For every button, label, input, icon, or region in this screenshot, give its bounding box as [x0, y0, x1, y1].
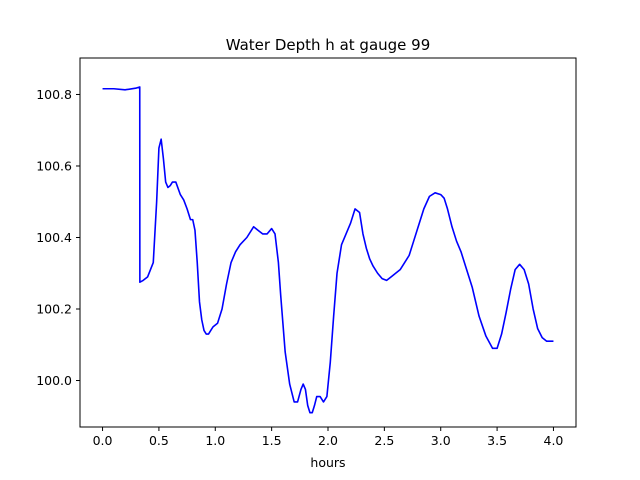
- y-tick-label: 100.4: [36, 230, 72, 245]
- x-tick-label: 3.0: [431, 433, 451, 448]
- y-tick-label: 100.0: [36, 373, 72, 388]
- x-tick-label: 1.5: [262, 433, 282, 448]
- y-tick-label: 100.2: [36, 302, 72, 317]
- x-tick-label: 2.0: [318, 433, 338, 448]
- x-tick-label: 3.5: [487, 433, 507, 448]
- x-tick-label: 0.5: [149, 433, 169, 448]
- x-tick-label: 4.0: [544, 433, 564, 448]
- x-tick-label: 0.0: [93, 433, 113, 448]
- x-axis-label: hours: [310, 455, 345, 470]
- x-tick-label: 2.5: [374, 433, 394, 448]
- series-line-0: [102, 86, 554, 414]
- chart-title: Water Depth h at gauge 99: [226, 36, 431, 54]
- plot-area: 0.0 0.5 1.0 1.5 2.0 2.5 3.0 3.5 4.0 100.0 100.2 100…: [36, 57, 577, 448]
- y-tick-label: 100.6: [36, 158, 72, 173]
- x-tick-label: 1.0: [205, 433, 225, 448]
- y-tick-label: 100.8: [36, 87, 72, 102]
